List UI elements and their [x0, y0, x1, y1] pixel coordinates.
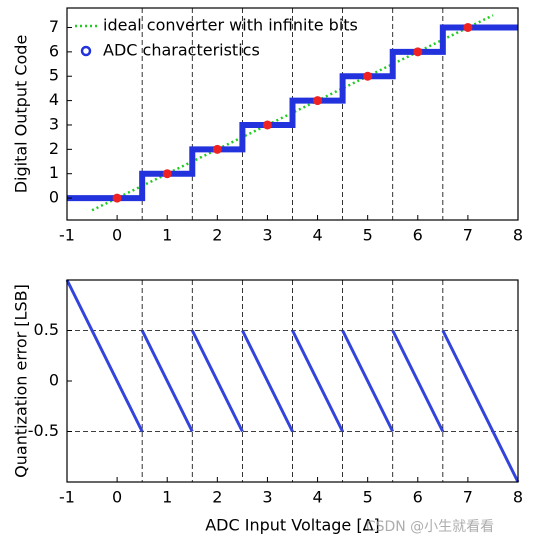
point [413, 47, 423, 57]
y-tick-label: 4 [49, 90, 59, 109]
x-tick-label: 2 [212, 226, 222, 245]
legend-swatch [80, 45, 92, 57]
point [112, 193, 122, 203]
x-tick-label: -1 [59, 488, 75, 507]
y-tick-label: 6 [49, 41, 59, 60]
x-tick-label: 3 [262, 226, 272, 245]
y-tick-label: 5 [49, 66, 59, 85]
y-axis-label: Quantization error [LSB] [12, 284, 31, 478]
y-tick-label: 7 [49, 17, 59, 36]
y-tick-label: 2 [49, 139, 59, 158]
x-tick-label: 2 [212, 488, 222, 507]
x-tick-label: 5 [363, 226, 373, 245]
x-tick-label: -1 [59, 226, 75, 245]
x-tick-label: 6 [413, 488, 423, 507]
point [162, 169, 172, 179]
y-tick-label: 0.5 [34, 320, 59, 339]
legend-label: ideal converter with infinite bits [103, 16, 358, 35]
y-axis-label: Digital Output Code [12, 35, 31, 194]
y-tick-label: 0 [49, 188, 59, 207]
y-tick-label: -0.5 [28, 421, 59, 440]
y-tick-label: 0 [49, 371, 59, 390]
point [212, 144, 222, 154]
x-tick-label: 4 [312, 488, 322, 507]
x-axis-label: ADC Input Voltage [Δ] [205, 516, 380, 535]
x-tick-label: 3 [262, 488, 272, 507]
point [463, 22, 473, 32]
x-tick-label: 0 [112, 226, 122, 245]
x-tick-label: 8 [513, 226, 523, 245]
point [313, 96, 323, 106]
x-tick-label: 6 [413, 226, 423, 245]
series-line [91, 14, 494, 212]
x-tick-label: 8 [513, 488, 523, 507]
point [262, 120, 272, 130]
x-tick-label: 4 [312, 226, 322, 245]
y-tick-label: 3 [49, 114, 59, 133]
x-tick-label: 0 [112, 488, 122, 507]
series-line [65, 279, 520, 483]
x-tick-label: 7 [463, 488, 473, 507]
legend-label: ADC characteristics [103, 41, 260, 60]
x-tick-label: 5 [363, 488, 373, 507]
x-tick-label: 1 [162, 488, 172, 507]
watermark: CSDN @小生就看看 [366, 519, 494, 535]
point [363, 71, 373, 81]
plot-frame [66, 7, 519, 221]
x-tick-label: 1 [162, 226, 172, 245]
x-tick-label: 7 [463, 226, 473, 245]
y-tick-label: 1 [49, 163, 59, 182]
